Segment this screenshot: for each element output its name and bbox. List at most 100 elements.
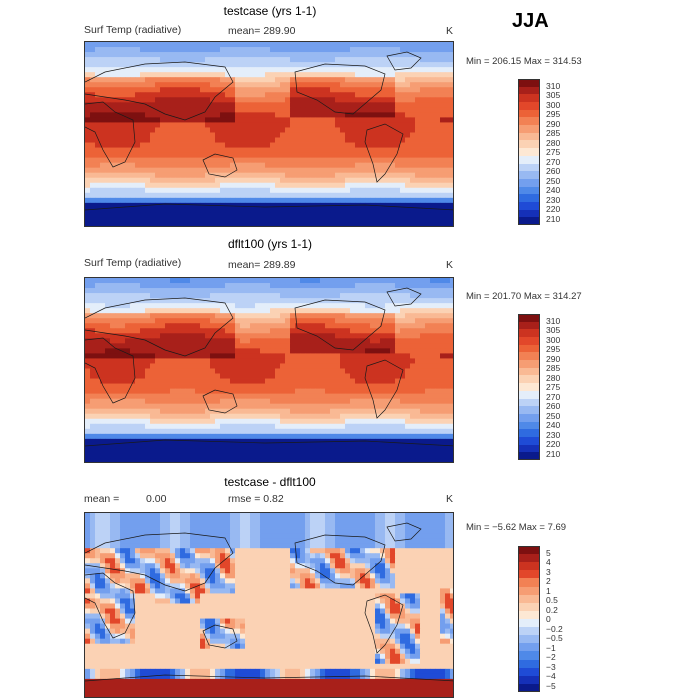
field-cell [195,147,201,153]
field-cell [215,363,221,369]
field-cell [405,87,411,93]
field-cell [350,398,356,405]
field-cell [375,82,381,88]
field-cell [345,112,351,118]
field-cell [245,288,251,294]
field-cell [160,298,166,304]
field-cell [175,172,181,179]
field-cell [230,47,236,53]
field-cell [285,333,291,339]
field-cell [400,127,406,133]
field-cell [300,137,306,143]
field-cell [385,177,391,184]
field-cell [155,283,161,289]
field-cell [325,107,331,113]
field-cell [365,132,371,138]
field-cell [95,187,101,194]
field-cell [200,293,206,299]
field-cell [330,157,336,164]
field-cell [310,413,316,420]
field-cell [420,67,426,73]
field-cell [330,313,336,319]
field-cell [110,373,116,379]
field-cell [160,107,166,113]
field-cell [355,423,361,430]
field-cell [445,222,451,226]
field-cell [125,127,131,133]
field-cell [400,142,406,148]
field-cell [245,137,251,143]
field-cell [390,398,396,405]
field-cell [395,348,401,354]
field-cell [230,353,236,359]
field-cell [310,142,316,148]
field-cell [275,97,281,103]
field-cell [260,388,266,395]
field-cell [195,323,201,329]
field-cell [330,42,336,48]
field-cell [170,353,176,359]
field-cell [305,162,311,169]
field-cell [415,313,421,319]
field-cell [420,62,426,68]
field-cell [235,398,241,405]
field-cell [180,42,186,48]
field-cell [225,207,231,214]
field-cell [420,323,426,329]
field-cell [225,388,231,395]
field-cell [405,187,411,194]
field-cell [85,167,91,174]
field-cell [220,408,226,415]
field-cell [260,207,266,214]
field-cell [445,142,451,148]
field-cell [195,42,201,48]
field-cell [375,293,381,299]
field-cell [370,343,376,349]
field-cell [435,383,441,389]
field-cell [220,298,226,304]
field-cell [155,303,161,309]
field-cell [445,67,451,73]
field-cell [315,197,321,204]
field-cell [360,152,366,159]
field-cell [320,187,326,194]
field-cell [105,413,111,420]
field-cell [370,403,376,410]
field-cell [445,373,451,379]
field-cell [420,202,426,209]
field-cell [140,363,146,369]
field-cell [150,388,156,395]
field-cell [415,187,421,194]
field-cell [250,388,256,395]
field-cell [295,112,301,118]
field-cell [425,207,431,214]
field-cell [390,308,396,314]
field-cell [405,308,411,314]
field-cell [355,403,361,410]
field-cell [340,142,346,148]
field-cell [320,177,326,184]
field-cell [345,288,351,294]
field-cell [385,378,391,384]
field-cell [165,182,171,189]
field-cell [110,77,116,83]
field-cell [230,388,236,395]
field-cell [200,57,206,63]
field-cell [425,313,431,319]
field-cell [395,418,401,425]
field-cell [165,82,171,88]
field-cell [320,97,326,103]
field-cell [325,82,331,88]
field-cell [145,393,151,400]
field-cell [125,358,131,364]
field-cell [430,283,436,289]
field-cell [450,383,453,389]
field-cell [370,167,376,174]
field-cell [135,308,141,314]
field-cell [275,57,281,63]
field-cell [355,373,361,379]
field-cell [255,358,261,364]
field-cell [415,62,421,68]
field-cell [165,368,171,374]
field-cell [400,77,406,83]
